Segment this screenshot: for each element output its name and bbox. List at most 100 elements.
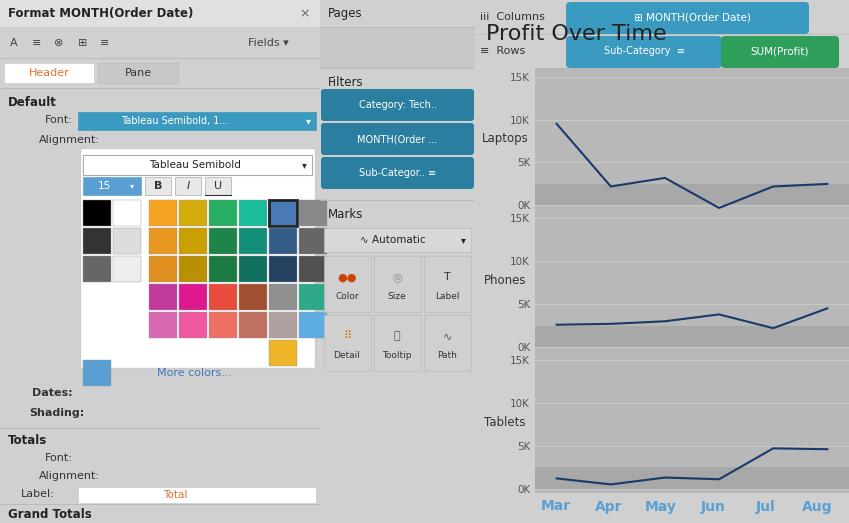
Text: Format MONTH(Order Date): Format MONTH(Order Date) (8, 7, 194, 20)
FancyBboxPatch shape (179, 256, 207, 282)
Bar (535, 326, 849, 347)
Text: ×: × (300, 7, 310, 20)
FancyBboxPatch shape (424, 315, 471, 371)
Text: Sub-Category  ≡: Sub-Category ≡ (604, 46, 684, 56)
Text: Phones: Phones (484, 274, 526, 287)
FancyBboxPatch shape (324, 315, 371, 371)
FancyBboxPatch shape (83, 200, 111, 226)
Text: U: U (214, 181, 222, 191)
FancyBboxPatch shape (78, 487, 316, 503)
Text: ≡: ≡ (32, 38, 42, 48)
Text: Size: Size (388, 292, 407, 301)
FancyBboxPatch shape (83, 155, 312, 175)
FancyBboxPatch shape (424, 256, 471, 312)
Text: I: I (187, 181, 189, 191)
Text: Total: Total (163, 490, 187, 500)
Text: Tableau Semibold, 1...: Tableau Semibold, 1... (121, 116, 228, 126)
Text: ∿: ∿ (442, 331, 452, 342)
FancyBboxPatch shape (179, 284, 207, 310)
FancyBboxPatch shape (83, 256, 111, 282)
FancyBboxPatch shape (269, 200, 297, 226)
Text: Path: Path (437, 351, 457, 360)
Text: Filters: Filters (328, 75, 363, 88)
FancyBboxPatch shape (149, 200, 177, 226)
FancyBboxPatch shape (269, 256, 297, 282)
FancyBboxPatch shape (4, 63, 94, 83)
FancyBboxPatch shape (324, 256, 371, 312)
FancyBboxPatch shape (299, 228, 327, 254)
Text: Default: Default (8, 96, 57, 108)
FancyBboxPatch shape (80, 148, 315, 368)
Text: Profit Over Time: Profit Over Time (486, 24, 666, 44)
Text: ▾: ▾ (306, 116, 311, 126)
Text: ⊞: ⊞ (78, 38, 87, 48)
Text: Alignment:: Alignment: (39, 471, 100, 481)
FancyBboxPatch shape (113, 228, 141, 254)
FancyBboxPatch shape (179, 200, 207, 226)
FancyBboxPatch shape (269, 312, 297, 338)
Text: iii  Columns: iii Columns (480, 12, 545, 22)
FancyBboxPatch shape (209, 312, 237, 338)
FancyBboxPatch shape (269, 228, 297, 254)
Text: Shading:: Shading: (30, 408, 85, 418)
FancyBboxPatch shape (175, 177, 201, 195)
FancyBboxPatch shape (179, 312, 207, 338)
FancyBboxPatch shape (321, 157, 474, 189)
Text: Font:: Font: (45, 453, 73, 463)
Text: ⬜: ⬜ (394, 331, 401, 342)
Text: ▾: ▾ (301, 160, 306, 170)
FancyBboxPatch shape (239, 200, 267, 226)
Text: Totals: Totals (8, 434, 48, 447)
FancyBboxPatch shape (299, 312, 327, 338)
FancyBboxPatch shape (149, 228, 177, 254)
Text: ◎: ◎ (392, 272, 402, 282)
Text: Label: Label (435, 292, 459, 301)
FancyBboxPatch shape (320, 27, 475, 68)
Text: 15: 15 (98, 181, 110, 191)
FancyBboxPatch shape (239, 256, 267, 282)
Text: ▾: ▾ (130, 181, 134, 190)
FancyBboxPatch shape (83, 228, 111, 254)
FancyBboxPatch shape (374, 315, 421, 371)
FancyBboxPatch shape (566, 2, 809, 34)
FancyBboxPatch shape (149, 312, 177, 338)
FancyBboxPatch shape (98, 63, 178, 83)
Text: MONTH(Order ...: MONTH(Order ... (357, 134, 438, 144)
Bar (535, 467, 849, 488)
Text: Tooltip: Tooltip (382, 351, 412, 360)
FancyBboxPatch shape (324, 228, 471, 252)
FancyBboxPatch shape (566, 36, 722, 68)
FancyBboxPatch shape (269, 340, 297, 366)
FancyBboxPatch shape (299, 256, 327, 282)
Text: More colors...: More colors... (157, 368, 233, 378)
FancyBboxPatch shape (209, 228, 237, 254)
FancyBboxPatch shape (145, 177, 171, 195)
Text: Label:: Label: (21, 489, 55, 499)
Text: Tablets: Tablets (484, 416, 526, 429)
Text: Aug: Aug (802, 499, 833, 514)
FancyBboxPatch shape (149, 256, 177, 282)
Text: SUM(Profit): SUM(Profit) (751, 46, 809, 56)
Text: Laptops: Laptops (481, 132, 528, 145)
Text: Header: Header (29, 68, 70, 78)
FancyBboxPatch shape (239, 284, 267, 310)
Text: ⊞ MONTH(Order Date): ⊞ MONTH(Order Date) (633, 13, 751, 23)
Text: Category: Tech..: Category: Tech.. (358, 100, 436, 110)
Text: Jul: Jul (756, 499, 775, 514)
FancyBboxPatch shape (0, 58, 320, 88)
FancyBboxPatch shape (299, 200, 327, 226)
Text: Marks: Marks (328, 209, 363, 222)
FancyBboxPatch shape (83, 177, 141, 195)
FancyBboxPatch shape (205, 177, 231, 195)
FancyBboxPatch shape (239, 228, 267, 254)
FancyBboxPatch shape (83, 360, 111, 386)
Bar (535, 184, 849, 206)
FancyBboxPatch shape (149, 284, 177, 310)
FancyBboxPatch shape (299, 284, 327, 310)
FancyBboxPatch shape (209, 200, 237, 226)
Text: A: A (10, 38, 18, 48)
Text: Fields ▾: Fields ▾ (248, 38, 289, 48)
FancyBboxPatch shape (321, 89, 474, 121)
FancyBboxPatch shape (78, 112, 316, 130)
FancyBboxPatch shape (0, 27, 320, 58)
